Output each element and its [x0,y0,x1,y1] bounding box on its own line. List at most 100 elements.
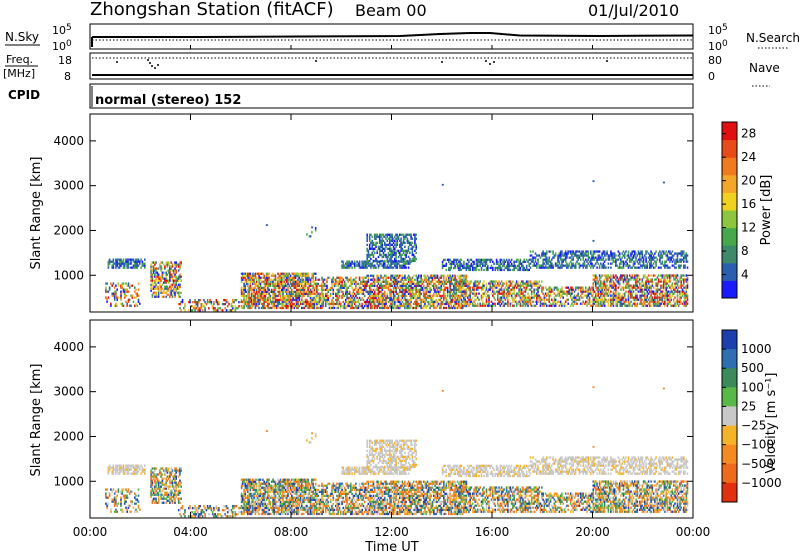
echo-cell [434,288,436,291]
echo-cell [389,253,391,257]
echo-cell [519,282,522,285]
echo-cell [603,300,606,303]
echo-cell [131,258,134,261]
echo-cell [597,302,600,305]
echo-cell [400,294,402,298]
echo-cell [255,288,258,291]
echo-cell [519,286,522,289]
echo-cell [260,272,263,275]
echo-cell [498,300,500,303]
echo-cell [377,302,380,306]
echo-cell [259,284,262,287]
echo-cell [244,278,247,281]
echo-cell [414,259,416,263]
echo-cell [454,282,456,285]
echo-cell [389,249,391,252]
echo-cell [396,306,399,310]
echo-cell [414,233,416,236]
echo-cell [314,292,317,295]
echo-cell [348,260,351,263]
echo-cell [234,309,237,312]
echo-cell [116,296,118,299]
echo-cell [404,306,406,310]
echo-cell [579,264,582,267]
echo-cell [647,302,650,305]
echo-cell [240,304,243,308]
echo-cell [303,274,306,277]
echo-cell [337,282,340,285]
echo-cell [539,256,542,259]
echo-cell [597,286,600,289]
echo-cell [427,302,430,306]
echo-cell [177,291,180,294]
echo-cell [427,300,430,304]
echo-cell [331,306,333,310]
echo-cell [640,286,642,289]
echo-cell [391,304,394,308]
echo-cell [585,290,587,293]
echo-cell [592,302,595,305]
echo-cell [622,274,625,277]
echo-cell [288,284,291,287]
echo-cell [319,298,322,302]
echo-cell [289,304,292,308]
echo-cell [635,278,637,281]
echo-cell [230,305,233,308]
echo-cell [454,294,456,298]
echo-cell [461,264,464,267]
echo-cell [543,298,546,301]
echo-cell [390,233,392,236]
echo-cell [381,237,384,240]
echo-cell [420,284,422,287]
echo-cell [370,292,372,295]
echo-cell [120,296,122,299]
echo-cell [260,280,263,283]
echo-cell [253,282,255,285]
echo-cell [390,274,392,277]
echo-cell [645,298,647,301]
echo-cell [666,300,669,303]
echo-cell [144,262,146,265]
echo-cell [288,298,291,302]
echo-cell [358,276,361,279]
echo-cell [571,266,573,269]
echo-cell [525,258,528,261]
echo-cell [424,286,426,289]
echo-cell [672,298,675,301]
echo-cell [321,284,323,287]
echo-cell [484,294,487,297]
echo-cell [466,296,469,299]
echo-cell [189,299,191,302]
echo-cell [161,261,164,264]
echo-cell [159,275,161,278]
echo-cell [438,278,440,281]
echo-cell [392,290,395,293]
echo-cell [121,302,123,305]
echo-cell [397,282,400,285]
echo-cell [500,288,503,291]
echo-cell [469,264,471,267]
echo-cell [488,300,490,303]
echo-cell [613,296,616,299]
echo-cell [355,300,357,304]
echo-cell [240,306,243,310]
echo-cell [205,303,208,306]
echo-cell [394,247,396,250]
echo-cell [263,296,265,300]
echo-cell [317,278,319,281]
echo-cell [402,259,405,263]
echo-cell [247,280,249,283]
echo-cell [534,252,537,255]
echo-cell [169,271,171,274]
echo-cell [299,278,302,281]
echo-cell [468,298,470,301]
echo-cell [402,241,405,244]
echo-cell [646,296,649,299]
echo-cell [596,288,598,291]
echo-cell [391,300,394,304]
echo-cell [450,304,453,308]
echo-cell [250,294,253,298]
echo-cell [514,264,517,267]
echo-cell [404,282,406,285]
echo-cell [335,292,337,295]
